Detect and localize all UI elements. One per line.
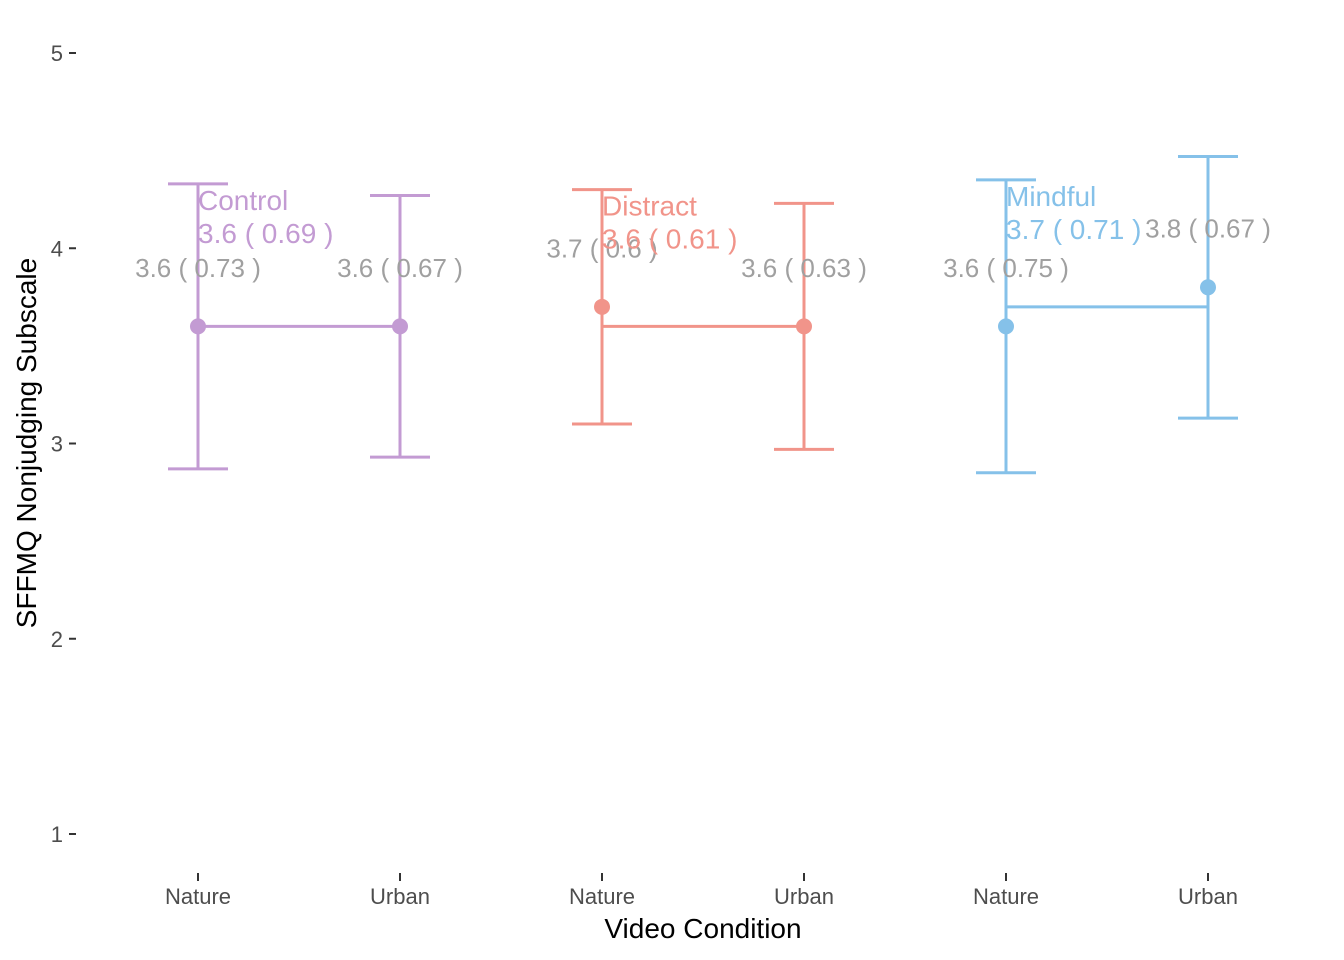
y-axis-title: SFFMQ Nonjudging Subscale xyxy=(11,258,42,628)
group-name-label: Distract xyxy=(602,191,697,222)
group-name-label: Control xyxy=(198,185,288,216)
x-tick-label: Nature xyxy=(569,884,635,909)
x-axis: Nature Urban Nature Urban Nature Urban xyxy=(165,873,1238,909)
y-tick-label: 5 xyxy=(51,41,63,66)
y-axis: 1 2 3 4 5 xyxy=(51,41,76,847)
x-tick-label: Nature xyxy=(165,884,231,909)
y-tick-label: 1 xyxy=(51,822,63,847)
mean-point xyxy=(594,298,610,315)
x-tick-label: Urban xyxy=(1178,884,1238,909)
mean-label: 3.6 ( 0.75 ) xyxy=(943,253,1069,283)
group-name-label: Mindful xyxy=(1006,181,1096,212)
group-overall-label: 3.6 ( 0.69 ) xyxy=(198,218,333,249)
y-tick-label: 3 xyxy=(51,432,63,457)
group-overall-label: 3.7 ( 0.71 ) xyxy=(1006,214,1141,245)
mean-label: 3.6 ( 0.67 ) xyxy=(337,253,463,283)
mean-label: 3.8 ( 0.67 ) xyxy=(1145,214,1271,244)
mean-point xyxy=(998,318,1014,335)
mean-label: 3.6 ( 0.73 ) xyxy=(135,253,261,283)
x-tick-label: Urban xyxy=(774,884,834,909)
y-tick-label: 2 xyxy=(51,627,63,652)
group-overall-label: 3.6 ( 0.61 ) xyxy=(602,224,737,255)
mean-label: 3.6 ( 0.63 ) xyxy=(741,253,867,283)
x-tick-label: Nature xyxy=(973,884,1039,909)
mean-point xyxy=(392,318,408,335)
y-tick-label: 4 xyxy=(51,236,63,261)
mean-label: 3.7 ( 0.6 ) xyxy=(546,233,657,263)
mean-point xyxy=(190,318,206,335)
mean-point xyxy=(796,318,812,335)
mean-point xyxy=(1200,279,1216,296)
x-axis-title: Video Condition xyxy=(604,913,801,944)
x-tick-label: Urban xyxy=(370,884,430,909)
